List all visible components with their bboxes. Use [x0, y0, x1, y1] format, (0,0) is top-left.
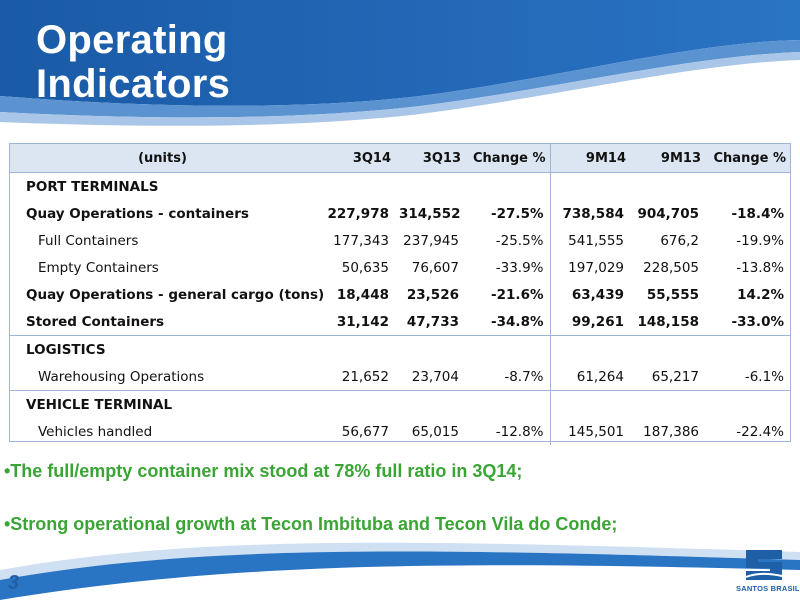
row-label: LOGISTICS [10, 335, 315, 363]
table-cell: 18,448 [336, 286, 389, 303]
table-row: Empty Containers 50,635 76,607 -33.9% 19… [10, 254, 790, 281]
table-cell: 99,261 [571, 313, 624, 330]
table-cell: 177,343 [333, 232, 389, 249]
row-label: PORT TERMINALS [26, 178, 159, 195]
table-cell: 145,501 [568, 423, 624, 440]
column-header: Change % [705, 144, 790, 173]
table-cell: 228,505 [643, 259, 699, 276]
table-section-row: LOGISTICS [10, 335, 790, 363]
table-cell: 148,158 [637, 313, 700, 330]
row-label: Empty Containers [38, 259, 159, 276]
list-item: •Strong operational growth at Tecon Imbi… [4, 514, 618, 534]
row-label: VEHICLE TERMINAL [10, 390, 315, 418]
table-cell: -8.7% [465, 363, 551, 391]
column-header: 9M14 [550, 144, 630, 173]
table-cell: 904,705 [637, 205, 700, 222]
row-label: Quay Operations - containers [26, 205, 249, 222]
table-cell: -19.9% [736, 232, 784, 249]
row-label: Quay Operations - general cargo (tons) [26, 286, 325, 303]
table-cell: 23,704 [411, 368, 459, 385]
table-cell: -33.0% [731, 313, 784, 330]
brand-name: SANTOS BRASIL [736, 584, 800, 593]
table-cell: 21,652 [341, 368, 389, 385]
table-cell: -34.8% [465, 308, 551, 336]
table-cell: 187,386 [643, 423, 699, 440]
row-label: Warehousing Operations [38, 368, 205, 385]
table-cell: -18.4% [731, 205, 784, 222]
title-line-1: Operating [36, 18, 228, 62]
footer-wave [0, 542, 800, 600]
page-number: 3 [8, 572, 20, 594]
table-cell: 14.2% [737, 286, 784, 303]
table-cell: 676,2 [660, 232, 699, 249]
table-cell: 47,733 [406, 313, 459, 330]
table-cell: -22.4% [736, 423, 784, 440]
column-header: Change % [465, 144, 551, 173]
row-label: Stored Containers [26, 313, 165, 330]
table-cell: 65,015 [411, 423, 459, 440]
operating-indicators-table: (units) 3Q14 3Q13 Change % 9M14 9M13 Cha… [9, 143, 791, 445]
table-cell: 50,635 [341, 259, 389, 276]
table-cell: 197,029 [568, 259, 624, 276]
table-cell: -21.6% [465, 281, 551, 308]
title-line-2: Indicators [36, 62, 231, 106]
table-cell: 31,142 [336, 313, 389, 330]
highlights-list: •The full/empty container mix stood at 7… [4, 456, 617, 562]
table-cell: 541,555 [568, 232, 624, 249]
table-cell: 227,978 [327, 205, 390, 222]
table-cell: -33.9% [465, 254, 551, 281]
column-header: 3Q14 [315, 144, 395, 173]
table-row: Quay Operations - general cargo (tons) 1… [10, 281, 790, 308]
table-cell: -27.5% [465, 200, 551, 227]
table-cell: 76,607 [411, 259, 459, 276]
table-cell: 63,439 [571, 286, 624, 303]
table-header-row: (units) 3Q14 3Q13 Change % 9M14 9M13 Cha… [10, 144, 790, 173]
table-cell: 55,555 [646, 286, 699, 303]
list-item: •The full/empty container mix stood at 7… [4, 461, 523, 481]
table-cell: 314,552 [399, 205, 461, 222]
table-cell: 738,584 [562, 205, 625, 222]
table-row: Warehousing Operations 21,652 23,704 -8.… [10, 363, 790, 391]
table-row: Stored Containers 31,142 47,733 -34.8% 9… [10, 308, 790, 336]
table-cell: 237,945 [403, 232, 459, 249]
table-row: Full Containers 177,343 237,945 -25.5% 5… [10, 227, 790, 254]
table-cell: 56,677 [341, 423, 389, 440]
table-cell: 61,264 [576, 368, 624, 385]
table-cell: 65,217 [651, 368, 699, 385]
table-cell: -25.5% [465, 227, 551, 254]
table-section-row: PORT TERMINALS [10, 172, 790, 200]
table-cell: 23,526 [406, 286, 459, 303]
column-header: (units) [10, 144, 315, 173]
row-label: Full Containers [38, 232, 139, 249]
table-cell: -6.1% [744, 368, 784, 385]
table-section-row: VEHICLE TERMINAL [10, 390, 790, 418]
table-row: Vehicles handled 56,677 65,015 -12.8% 14… [10, 418, 790, 445]
column-header: 9M13 [630, 144, 705, 173]
table-row: Quay Operations - containers 227,978 314… [10, 200, 790, 227]
column-header: 3Q13 [395, 144, 465, 173]
header-wave [0, 0, 800, 126]
table-cell: -12.8% [465, 418, 551, 445]
santos-brasil-logo [745, 550, 783, 580]
row-label: Vehicles handled [38, 423, 153, 440]
page-title: Operating Indicators [36, 18, 230, 106]
table-cell: -13.8% [736, 259, 784, 276]
